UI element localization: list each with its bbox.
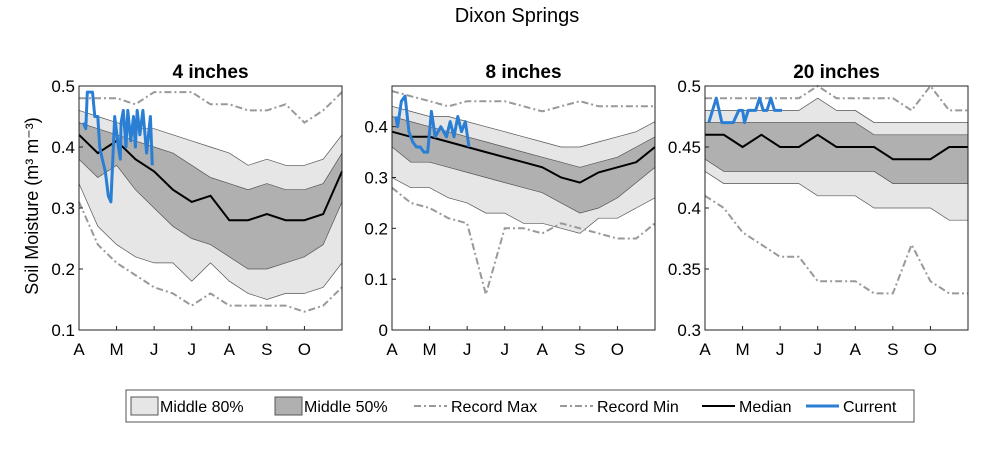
legend-item: Middle 50% bbox=[274, 396, 388, 416]
legend-label: Middle 80% bbox=[160, 399, 244, 416]
current-line bbox=[394, 94, 471, 154]
legend-label: Record Max bbox=[451, 399, 537, 416]
x-tick-label: J bbox=[500, 340, 509, 359]
x-tick-label: M bbox=[109, 340, 123, 359]
legend-swatch bbox=[130, 396, 159, 416]
y-tick-label: 0.4 bbox=[364, 118, 388, 137]
record-max-line bbox=[705, 84, 968, 112]
legend-item: Middle 80% bbox=[130, 396, 244, 416]
y-tick-label: 0.5 bbox=[677, 77, 701, 96]
panel-3: 20 inches A M J J A S O 0.3 0.35 0.4 0.45 0.5 bbox=[668, 62, 969, 359]
legend-box bbox=[125, 389, 915, 423]
x-tick-label: A bbox=[537, 340, 549, 359]
panel-title: 4 inches bbox=[172, 62, 248, 83]
y-tick-label: 0.2 bbox=[51, 260, 75, 279]
y-tick-label: 0.3 bbox=[364, 169, 388, 188]
y-tick-label: 0.4 bbox=[51, 138, 75, 157]
y-tick-label: 0.3 bbox=[51, 199, 75, 218]
record-max-line bbox=[79, 91, 343, 124]
legend: Middle 80% Middle 50% Record Max Record Min… bbox=[125, 389, 915, 423]
y-tick-label: 0.45 bbox=[668, 138, 701, 157]
x-tick-label: S bbox=[261, 340, 272, 359]
panel-title: 20 inches bbox=[793, 62, 880, 83]
x-tick-label: J bbox=[463, 340, 472, 359]
median-line bbox=[391, 130, 656, 184]
y-axis-label: Soil Moisture (m³ m⁻³) bbox=[22, 117, 42, 295]
panel-1: 4 inches A M J J A S O 0.1 0.2 0.3 0.4 0.5 bbox=[51, 62, 343, 359]
panel-title: 8 inches bbox=[485, 62, 561, 83]
record-min-line bbox=[78, 201, 343, 313]
record-min-line bbox=[391, 186, 656, 299]
x-tick-label: J bbox=[813, 340, 822, 359]
legend-label: Record Min bbox=[597, 399, 679, 416]
legend-label: Current bbox=[843, 399, 897, 416]
x-tick-label: J bbox=[187, 340, 196, 359]
y-tick-label: 0.5 bbox=[51, 77, 75, 96]
median-line bbox=[78, 134, 343, 222]
y-tick-label: 0.1 bbox=[51, 321, 75, 340]
panel-2: 8 inches A M J J A S O 0 0.1 0.2 0.3 0.4 bbox=[364, 62, 656, 359]
record-max-line bbox=[391, 90, 655, 113]
figure-title: Dixon Springs bbox=[455, 5, 580, 27]
legend-item: Record Max bbox=[414, 399, 537, 416]
x-tick-label: O bbox=[611, 340, 624, 359]
y-tick-label: 0.1 bbox=[364, 270, 388, 289]
x-tick-label: O bbox=[924, 340, 937, 359]
y-tick-label: 0 bbox=[379, 321, 388, 340]
current-line bbox=[707, 96, 782, 125]
legend-item: Record Min bbox=[560, 399, 679, 416]
plot-frame bbox=[391, 85, 656, 331]
legend-swatch bbox=[274, 396, 303, 416]
y-tick-label: 0.4 bbox=[677, 199, 701, 218]
legend-item: Current bbox=[806, 399, 897, 416]
x-tick-label: S bbox=[574, 340, 585, 359]
x-tick-label: M bbox=[735, 340, 749, 359]
legend-item: Median bbox=[702, 399, 791, 416]
current-line bbox=[82, 90, 154, 204]
x-tick-label: J bbox=[150, 340, 159, 359]
record-min-line bbox=[704, 194, 968, 295]
median-line bbox=[705, 133, 968, 161]
panels: 4 inches A M J J A S O 0.1 0.2 0.3 0.4 0.5 8 inches A M… bbox=[51, 62, 969, 359]
x-tick-label: O bbox=[298, 340, 311, 359]
y-tick-label: 0.35 bbox=[668, 260, 701, 279]
x-tick-label: A bbox=[699, 340, 711, 359]
x-tick-label: A bbox=[850, 340, 862, 359]
x-tick-label: A bbox=[73, 340, 85, 359]
x-tick-label: A bbox=[224, 340, 236, 359]
x-tick-label: A bbox=[386, 340, 398, 359]
y-tick-label: 0.2 bbox=[364, 219, 388, 238]
x-tick-label: M bbox=[422, 340, 436, 359]
legend-label: Middle 50% bbox=[304, 399, 388, 416]
legend-label: Median bbox=[739, 399, 791, 416]
y-tick-label: 0.3 bbox=[677, 321, 701, 340]
x-tick-label: S bbox=[887, 340, 898, 359]
x-tick-label: J bbox=[776, 340, 785, 359]
